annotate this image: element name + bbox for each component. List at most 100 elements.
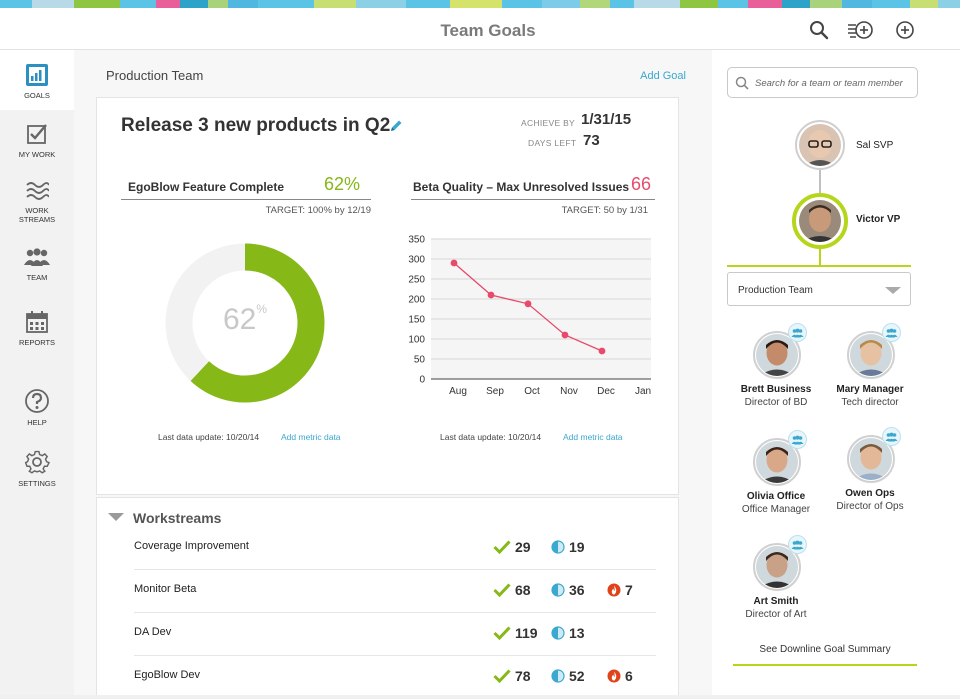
donut-chart [165,243,325,403]
sidebar: GOALS MY WORK WORK STREAMS TEAM [0,50,74,695]
workstream-row[interactable]: EgoBlow Dev 78 52 6 [134,656,656,699]
member-avatar[interactable] [850,334,892,376]
sidebar-item-help[interactable]: HELP [0,388,74,427]
in-progress-value: 36 [569,582,585,598]
sidebar-item-label: MY WORK [18,150,56,159]
color-bar-segment [718,0,748,8]
member-role: Tech director [841,397,899,408]
workstream-row[interactable]: Monitor Beta 68 36 7 [134,570,656,613]
metric-2-add-data-link[interactable]: Add metric data [563,432,623,442]
x-tick-label: Sep [486,386,504,397]
x-tick-label: Jan [635,386,651,397]
divider [411,199,655,200]
search-icon [735,76,749,90]
color-bar-segment [610,0,634,8]
add-goal-link[interactable]: Add Goal [640,70,686,82]
checkbox-icon [27,124,47,144]
metric-2-target: TARGET: 50 by 1/31 [561,205,648,216]
sidebar-item-reports[interactable]: REPORTS [0,310,74,347]
color-bar-segment [0,0,32,8]
sidebar-item-team[interactable]: TEAM [0,247,74,282]
svp-name: Sal SVP [856,140,894,151]
sidebar-item-work-streams[interactable]: WORK STREAMS [0,180,74,224]
downline-summary-link[interactable]: See Downline Goal Summary [733,644,917,666]
sidebar-item-label: GOALS [24,91,50,100]
team-search[interactable] [727,67,918,98]
collapse-toggle-icon[interactable] [108,513,124,521]
days-left-label: DAYS LEFT [528,138,577,148]
team-badge-icon[interactable] [788,535,807,554]
page-title: Team Goals [440,21,536,40]
vp-name: Victor VP [856,214,901,225]
member-avatar[interactable] [850,438,892,480]
color-bar-segment [580,0,610,8]
team-search-input[interactable] [755,74,915,92]
color-bar-segment [314,0,356,8]
color-bar-segment [842,0,872,8]
workstream-name: EgoBlow Dev [134,669,201,681]
x-tick-label: Oct [524,386,540,397]
team-select[interactable]: Production Team [727,272,911,306]
search-icon[interactable] [808,19,830,41]
plot-area [431,239,651,379]
y-tick-label: 150 [408,315,425,326]
sidebar-item-goals[interactable]: GOALS [0,50,74,110]
in-progress-count: 19 [551,537,585,557]
y-tick-label: 0 [419,375,425,386]
y-tick-label: 100 [408,335,425,346]
donut-center-value: 62% [223,302,267,337]
member-avatar[interactable] [756,334,798,376]
team-badge-icon[interactable] [788,323,807,342]
metric-2-value: 66 [631,174,652,194]
team-badge-icon[interactable] [882,323,901,342]
goals-chart-icon [26,64,48,86]
metric-2-last-update: Last data update: 10/20/14 [440,432,542,442]
color-bar-segment [680,0,718,8]
color-bar-segment [32,0,74,8]
color-bar-segment [450,0,502,8]
color-bar-segment [120,0,156,8]
checkmark-icon [493,583,511,597]
in-progress-value: 13 [569,625,585,641]
sidebar-item-settings[interactable]: SETTINGS [0,449,74,488]
sidebar-item-label: REPORTS [18,338,56,347]
member-name: Art Smith [753,596,799,607]
donut-slice-complete [190,243,325,403]
workstream-row[interactable]: DA Dev 119 13 [134,613,656,656]
metric-1-percent: 62% [324,174,361,194]
half-circle-icon [551,540,565,554]
member-role: Director of Ops [836,501,904,512]
member-role: Office Manager [741,504,811,515]
color-bar-segment [406,0,450,8]
team-badge-icon[interactable] [788,430,807,449]
add-list-icon[interactable] [847,19,875,41]
blocked-count: 6 [607,666,633,686]
header: Team Goals [0,8,960,50]
sidebar-item-my-work[interactable]: MY WORK [0,122,74,159]
done-value: 68 [515,582,531,598]
half-circle-icon [551,626,565,640]
color-bar-segment [910,0,938,8]
alert-flame-icon [607,669,621,683]
edit-pencil-icon[interactable] [389,119,403,133]
workstreams-heading: Workstreams [133,510,222,526]
team-badge-icon[interactable] [882,427,901,446]
color-bar-segment [208,0,228,8]
divider [121,199,371,200]
workstream-row[interactable]: Coverage Improvement 29 19 [134,527,656,570]
metric-1-add-data-link[interactable]: Add metric data [281,432,341,442]
member-avatar[interactable] [756,441,798,483]
vp-avatar[interactable] [799,200,841,242]
team-select-value: Production Team [738,285,813,296]
member-role: Director of BD [744,397,808,408]
goal-card: Release 3 new products in Q2 ACHIEVE BY … [96,97,679,495]
svp-avatar[interactable] [799,124,841,166]
checkmark-icon [493,540,511,554]
help-icon [25,389,49,413]
team-label: Production Team [106,68,204,83]
add-icon[interactable] [894,19,916,41]
y-tick-label: 300 [408,255,425,266]
goal-title: Release 3 new products in Q2 [121,115,391,136]
metric-1-target: TARGET: 100% by 12/19 [265,205,371,216]
done-count: 78 [493,666,531,686]
